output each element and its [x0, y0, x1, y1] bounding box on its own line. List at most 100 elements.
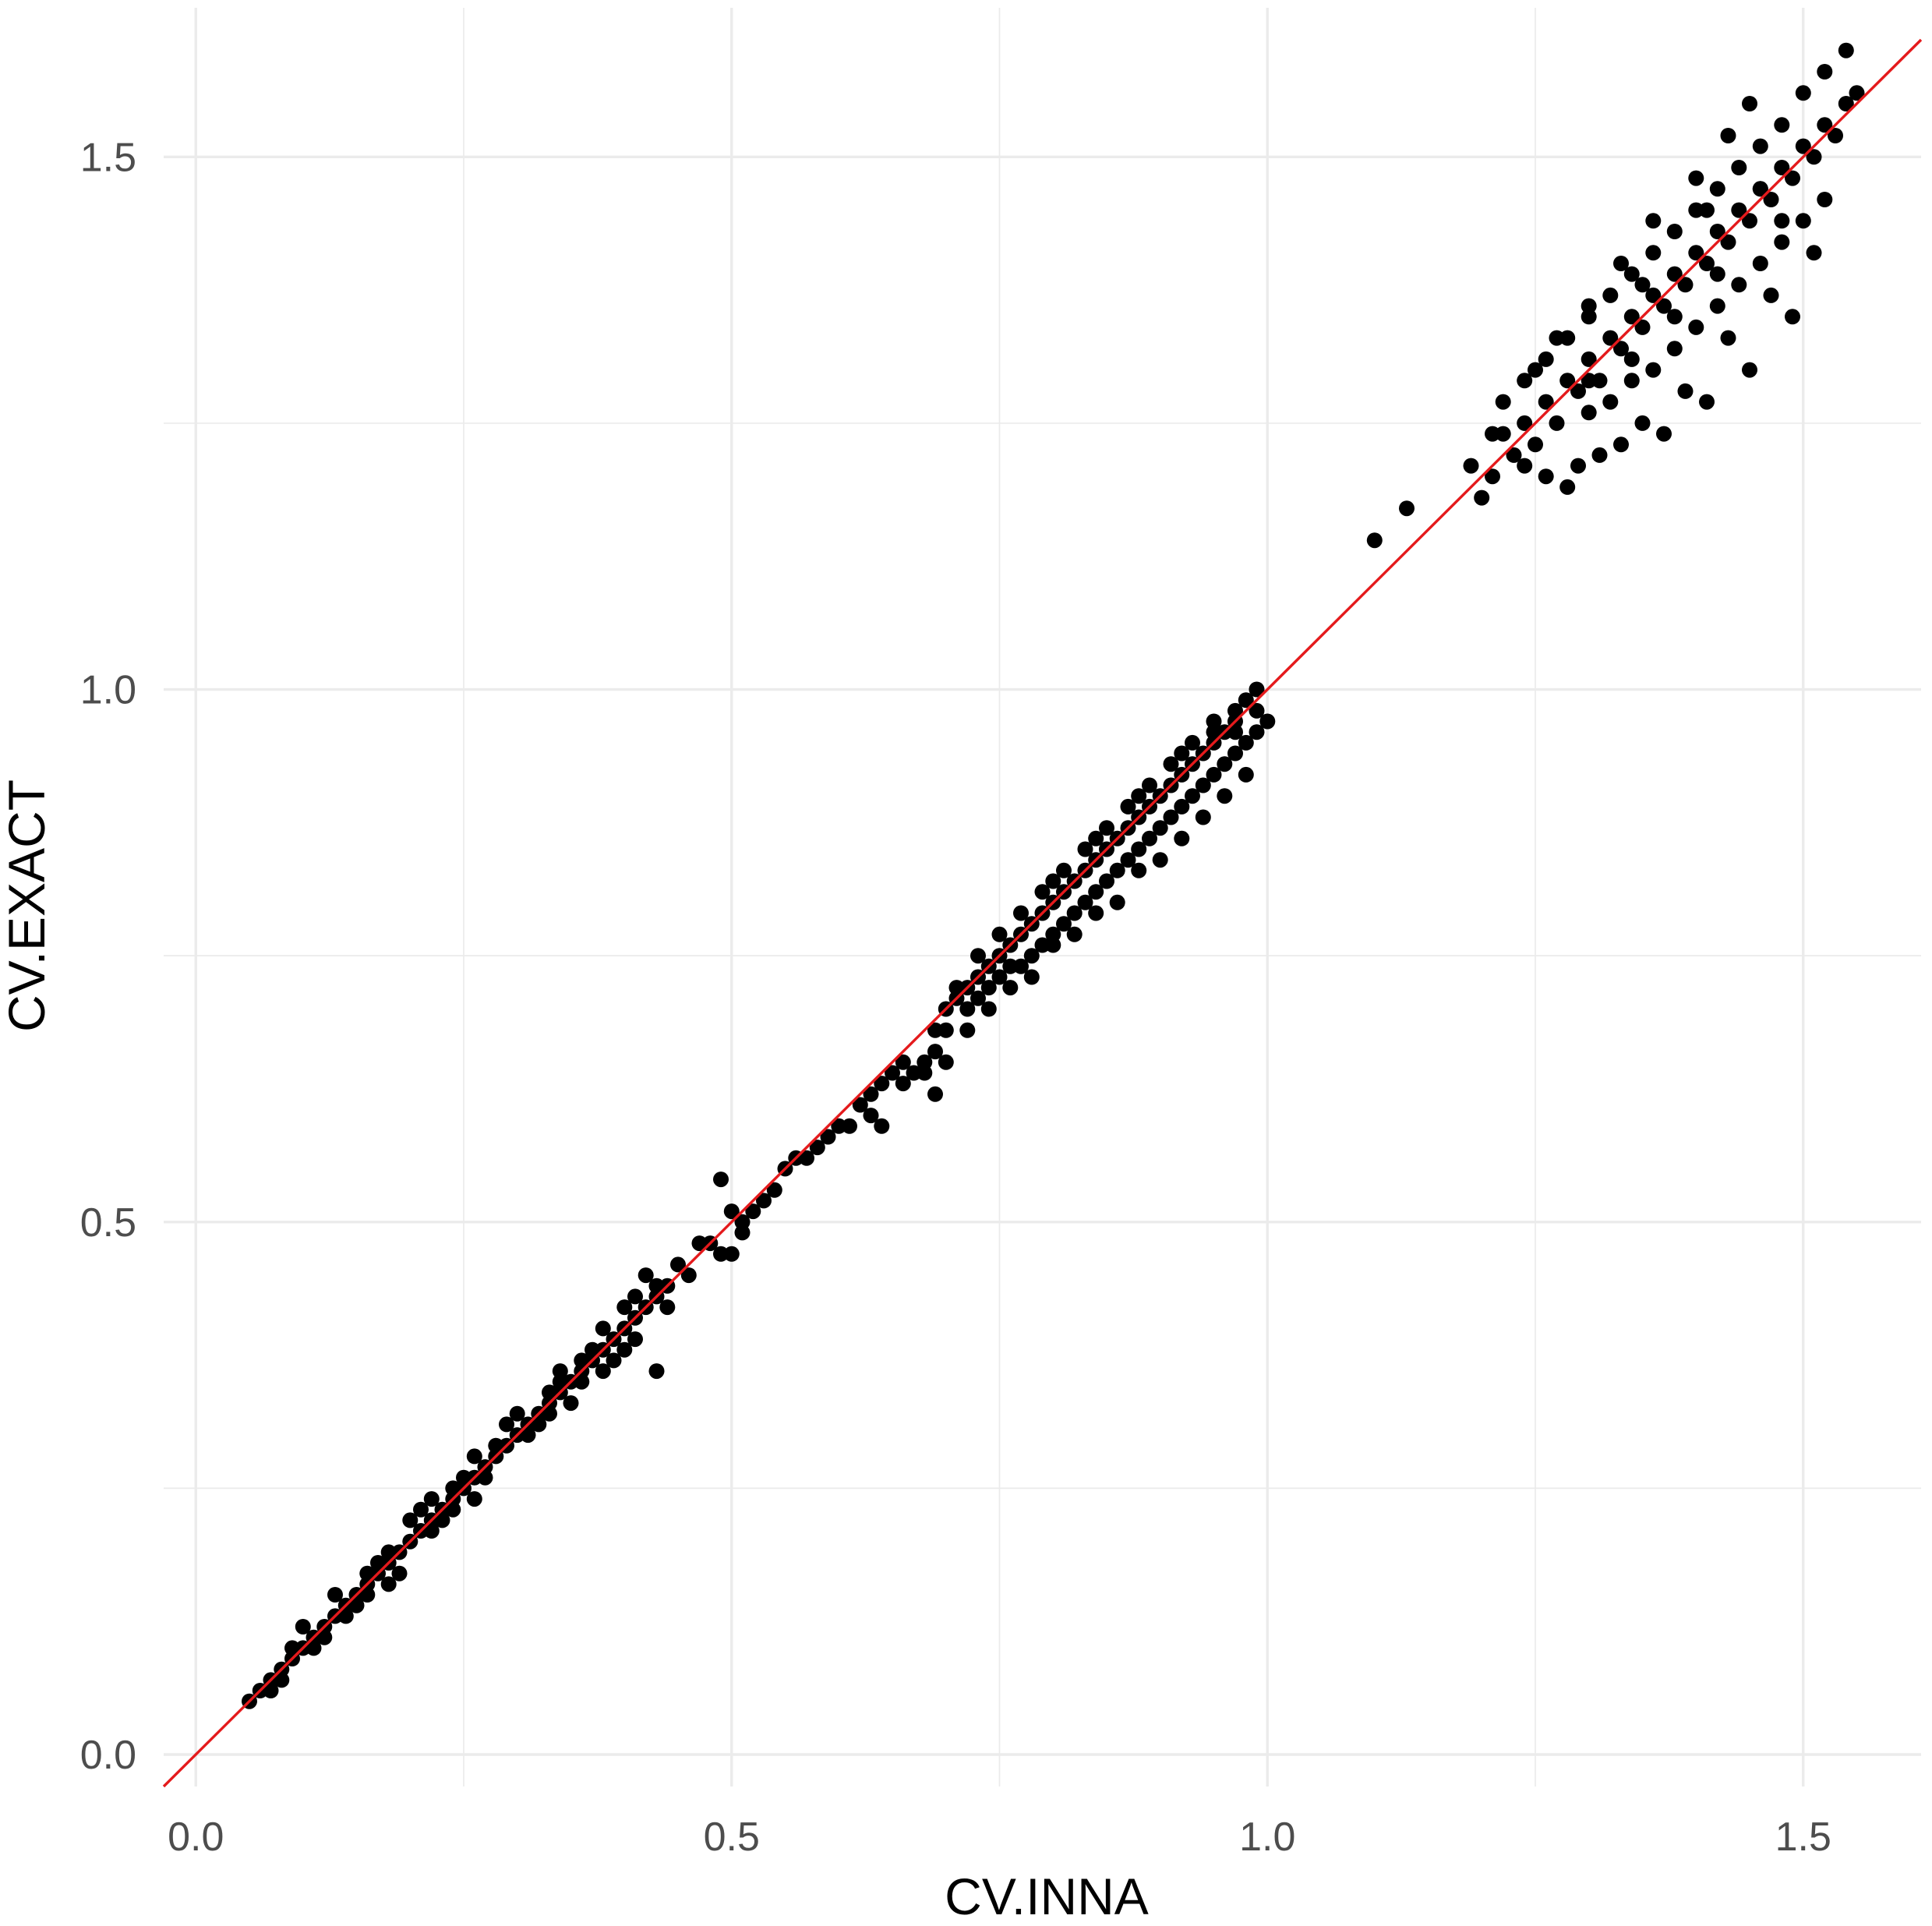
data-point [284, 1640, 300, 1656]
x-tick-label: 0.5 [704, 1815, 760, 1860]
data-point [1109, 894, 1125, 910]
identity-reference-line [162, 38, 1923, 1788]
data-point [585, 1341, 600, 1358]
data-point [1088, 905, 1104, 921]
data-point [1602, 287, 1619, 303]
x-tick-label: 1.5 [1775, 1815, 1831, 1860]
data-point [1742, 96, 1757, 111]
data-point [1581, 298, 1597, 314]
data-point [423, 1491, 440, 1507]
data-point [359, 1565, 376, 1581]
data-point [1774, 234, 1790, 250]
data-point [1838, 96, 1854, 111]
data-point [1485, 468, 1500, 485]
data-point [1227, 724, 1243, 740]
data-point [1088, 830, 1104, 846]
data-point [1699, 256, 1715, 271]
data-point [1623, 351, 1640, 367]
major-gridlines [164, 8, 1921, 1786]
data-point [327, 1587, 343, 1603]
x-axis-title: CV.INNA [945, 1868, 1149, 1925]
data-point [1485, 426, 1500, 442]
data-point [1120, 798, 1136, 815]
data-point [1517, 415, 1533, 431]
data-point [1120, 852, 1136, 868]
data-point [1720, 330, 1736, 346]
data-point [723, 1246, 740, 1262]
data-point [1645, 362, 1662, 378]
data-point [1506, 447, 1522, 463]
data-point [852, 1097, 868, 1113]
data-point [863, 1086, 879, 1102]
data-point [574, 1373, 590, 1390]
data-point [616, 1299, 633, 1316]
data-point [380, 1576, 397, 1592]
data-point [1163, 809, 1179, 825]
data-point [756, 1193, 772, 1209]
data-point [499, 1416, 514, 1433]
data-point [874, 1076, 890, 1092]
data-point [1666, 341, 1683, 357]
data-point [1152, 820, 1168, 836]
data-point [842, 1118, 857, 1134]
data-point [1613, 436, 1629, 453]
data-point [1699, 394, 1715, 410]
data-point [1817, 192, 1833, 207]
data-point [895, 1054, 911, 1070]
data-point [423, 1523, 440, 1539]
data-point [1785, 309, 1800, 325]
data-point [1666, 309, 1683, 325]
data-point [563, 1395, 579, 1412]
data-point [466, 1491, 482, 1507]
data-point [595, 1320, 611, 1337]
data-point [1495, 426, 1511, 442]
data-point [713, 1172, 729, 1188]
data-point [1023, 969, 1040, 985]
data-point [413, 1501, 429, 1518]
data-point [1538, 394, 1554, 410]
x-tick-label: 0.0 [168, 1815, 224, 1860]
data-point [1538, 351, 1554, 367]
data-point [370, 1555, 386, 1571]
data-point [1709, 224, 1725, 239]
data-point [927, 1044, 943, 1060]
data-point [1838, 42, 1854, 58]
data-point [542, 1405, 557, 1422]
data-point [1752, 181, 1768, 197]
data-point [1528, 362, 1543, 378]
data-point [402, 1512, 419, 1528]
data-point [680, 1267, 697, 1284]
data-point [1623, 266, 1640, 282]
data-point [1023, 948, 1040, 964]
data-point [1602, 394, 1619, 410]
data-point [1688, 245, 1704, 261]
y-axis-title: CV.EXACT [0, 779, 55, 1032]
data-point [1195, 809, 1211, 825]
data-point [799, 1150, 814, 1166]
data-point [1056, 862, 1072, 878]
data-point [456, 1469, 472, 1486]
data-point [809, 1140, 825, 1156]
data-point [1559, 479, 1576, 495]
data-point [959, 1022, 976, 1038]
data-point [316, 1629, 333, 1645]
data-point [831, 1118, 847, 1134]
data-point [1174, 745, 1190, 762]
data-point [1002, 958, 1019, 974]
data-point [1131, 788, 1147, 804]
data-point [1066, 905, 1083, 921]
data-points [242, 42, 1865, 1709]
data-point [1013, 958, 1029, 974]
data-point [991, 926, 1008, 942]
data-point [1195, 777, 1211, 793]
data-point [595, 1363, 611, 1380]
data-point [445, 1480, 461, 1497]
data-point [1034, 884, 1051, 900]
data-point [1795, 138, 1811, 154]
data-point [359, 1587, 376, 1603]
data-point [1045, 873, 1061, 889]
data-point [627, 1331, 643, 1348]
data-point [434, 1512, 450, 1528]
data-point [477, 1469, 493, 1486]
